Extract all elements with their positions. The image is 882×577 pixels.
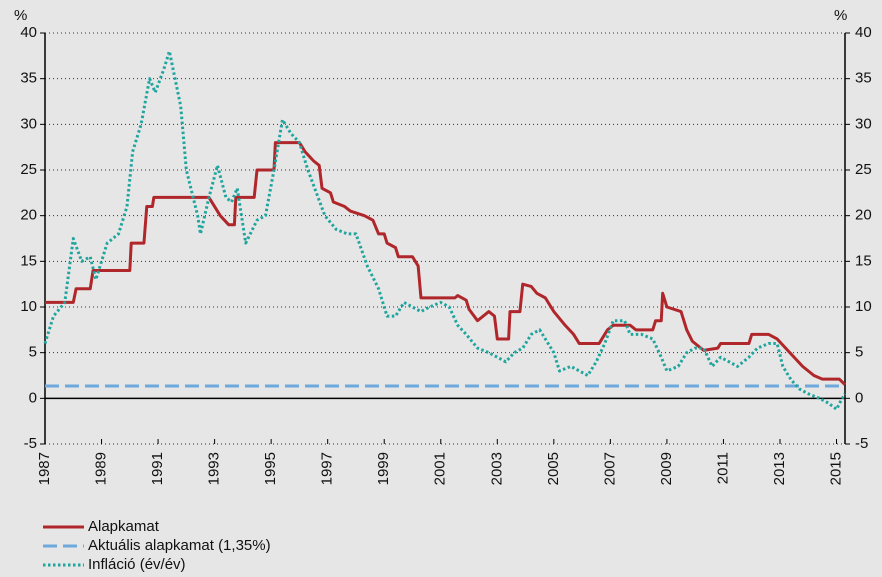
y2-tick-label: 15 [855, 252, 872, 269]
y2-tick-label: 0 [855, 389, 863, 406]
y-tick-label: 35 [20, 70, 37, 87]
x-tick-label: 2013 [771, 452, 788, 485]
x-tick-label: 1995 [262, 452, 279, 485]
series-line [45, 141, 847, 386]
x-tick-label: 2009 [658, 452, 675, 485]
x-tick-label: 2007 [601, 452, 618, 485]
y-tick-label: 0 [29, 389, 37, 406]
x-tick-label: 2015 [827, 452, 844, 485]
x-tick-label: 1991 [149, 452, 166, 485]
x-tick-label: 2011 [714, 452, 731, 484]
y2-tick-label: 40 [855, 24, 872, 41]
y2-tick-label: 5 [855, 344, 863, 361]
y-tick-label: 15 [20, 252, 37, 269]
legend-label: Aktuális alapkamat (1,35%) [88, 537, 271, 554]
x-tick-label: 1997 [319, 452, 336, 485]
x-tick-label: 2003 [488, 452, 505, 485]
y2-tick-label: -5 [855, 435, 868, 452]
y-unit-left: % [14, 7, 27, 24]
x-tick-label: 1993 [206, 452, 223, 485]
x-tick-label: 2005 [545, 452, 562, 485]
y-tick-label: 20 [20, 207, 37, 224]
y2-tick-label: 25 [855, 161, 872, 178]
y-tick-label: 5 [29, 344, 37, 361]
y2-tick-label: 35 [855, 70, 872, 87]
y-tick-label: 25 [20, 161, 37, 178]
series-line [43, 49, 847, 411]
y-tick-label: 10 [20, 298, 37, 315]
y2-tick-label: 30 [855, 115, 872, 132]
y-tick-label: 40 [20, 24, 37, 41]
x-tick-label: 1989 [93, 452, 110, 485]
y-unit-right: % [834, 7, 847, 24]
legend-label: Infláció (év/év) [88, 556, 186, 573]
x-tick-label: 1987 [36, 452, 53, 485]
y-tick-label: -5 [24, 435, 37, 452]
y-tick-label: 30 [20, 115, 37, 132]
x-tick-label: 1999 [375, 452, 392, 485]
y2-tick-label: 20 [855, 207, 872, 224]
x-tick-label: 2001 [432, 452, 449, 485]
y2-tick-label: 10 [855, 298, 872, 315]
legend-label: Alapkamat [88, 518, 160, 535]
